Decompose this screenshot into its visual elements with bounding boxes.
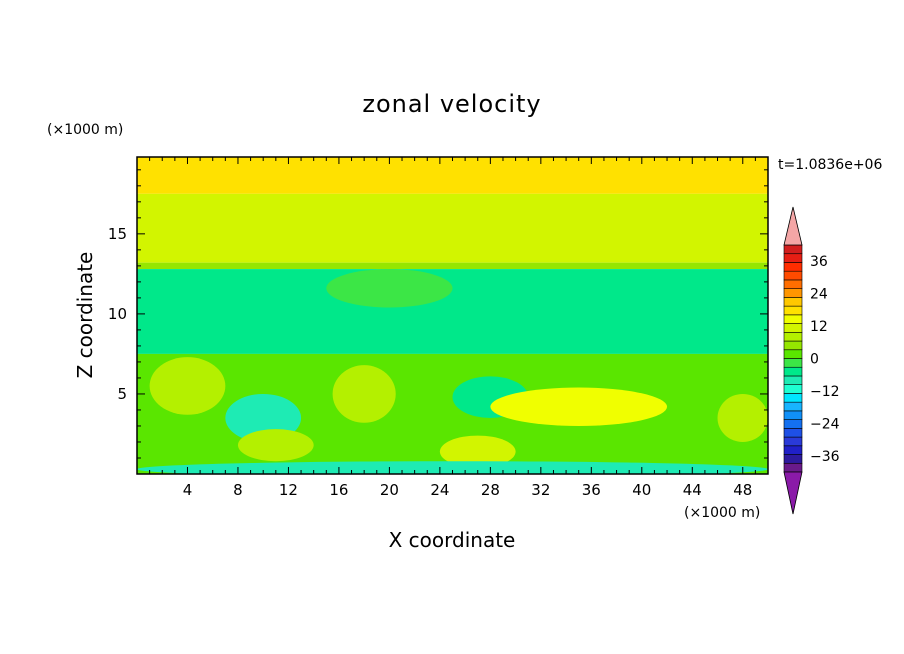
field-feature xyxy=(137,461,768,474)
colorbar-segment xyxy=(783,340,803,351)
colorbar-segment xyxy=(783,314,803,324)
colorbar-segment xyxy=(783,262,803,272)
colorbar-segment xyxy=(783,454,803,464)
colorbar-label: −12 xyxy=(810,384,840,400)
colorbar-segment xyxy=(783,244,803,255)
colorbar-high-arrow xyxy=(783,206,803,246)
field-layer xyxy=(137,193,768,263)
x-unit-label: (×1000 m) xyxy=(684,505,760,521)
colorbar-label: 24 xyxy=(810,287,828,303)
colorbar-low-arrow xyxy=(783,471,803,515)
y-tick-label: 15 xyxy=(108,225,127,243)
x-axis: 4 8 12 16 20 24 28 32 36 40 44 48 xyxy=(149,157,756,499)
colorbar-segment xyxy=(783,462,803,473)
field-layer xyxy=(137,157,768,194)
colorbar-segment xyxy=(783,375,803,385)
field-layer xyxy=(137,262,768,270)
colorbar-segment xyxy=(783,270,803,281)
x-tick-label: 44 xyxy=(683,481,702,499)
x-tick-label: 16 xyxy=(329,481,348,499)
colorbar-label: −36 xyxy=(810,449,840,465)
colorbar: 36 24 12 0 −12 −24 −36 xyxy=(783,206,840,515)
time-label: t=1.0836e+06 xyxy=(778,157,882,173)
colorbar-segment xyxy=(783,332,803,342)
colorbar-label: 36 xyxy=(810,254,828,270)
chart-title: zonal velocity xyxy=(362,90,541,118)
colorbar-segment xyxy=(783,393,803,403)
y-tick-label: 5 xyxy=(117,385,127,403)
x-tick-label: 32 xyxy=(531,481,550,499)
colorbar-segment xyxy=(783,401,803,412)
colorbar-segment xyxy=(783,279,803,289)
x-tick-label: 40 xyxy=(632,481,651,499)
colorbar-segment xyxy=(783,384,803,394)
colorbar-segment xyxy=(783,358,803,368)
colorbar-segment xyxy=(783,253,803,263)
colorbar-segment xyxy=(783,323,803,333)
field-feature xyxy=(237,429,314,462)
field-feature xyxy=(439,435,516,468)
colorbar-segment xyxy=(783,305,803,316)
field-layer xyxy=(137,269,768,354)
heatmap-field xyxy=(137,157,768,474)
colorbar-segment xyxy=(783,410,803,420)
y-axis-label: Z coordinate xyxy=(73,252,97,379)
y-axis: 5 10 15 xyxy=(108,169,768,459)
colorbar-label: 12 xyxy=(810,319,828,335)
colorbar-segment xyxy=(783,349,803,359)
colorbar-segment xyxy=(783,428,803,438)
x-tick-label: 48 xyxy=(733,481,752,499)
field-feature xyxy=(149,357,226,415)
x-tick-label: 8 xyxy=(233,481,243,499)
x-tick-label: 28 xyxy=(481,481,500,499)
colorbar-segment xyxy=(783,445,803,455)
field-feature xyxy=(717,393,768,442)
x-tick-label: 24 xyxy=(430,481,449,499)
x-tick-label: 12 xyxy=(279,481,298,499)
colorbar-label: −24 xyxy=(810,416,840,432)
x-tick-label: 36 xyxy=(582,481,601,499)
field-feature xyxy=(326,269,453,308)
x-tick-label: 4 xyxy=(183,481,193,499)
colorbar-segment xyxy=(783,366,803,377)
x-tick-label: 20 xyxy=(380,481,399,499)
colorbar-label: 0 xyxy=(810,352,819,368)
colorbar-segment xyxy=(783,419,803,429)
x-axis-label: X coordinate xyxy=(389,528,516,552)
colorbar-segment xyxy=(783,436,803,447)
colorbar-segment xyxy=(783,297,803,307)
field-feature xyxy=(332,365,396,423)
field-feature xyxy=(490,387,668,426)
colorbar-segment xyxy=(783,288,803,298)
y-tick-label: 10 xyxy=(108,305,127,323)
y-unit-label: (×1000 m) xyxy=(47,122,123,138)
